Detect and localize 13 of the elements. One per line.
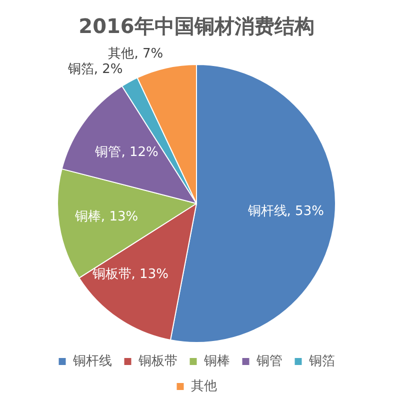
data-label: 铜箔, 2% <box>66 62 123 77</box>
data-label: 铜板带, 13% <box>91 267 168 282</box>
data-label: 铜管, 12% <box>94 145 158 160</box>
data-label: 铜杆线, 53% <box>246 204 324 219</box>
data-label: 其他, 7% <box>108 46 164 62</box>
legend-label: 铜箔 <box>308 354 335 369</box>
legend-label: 铜杆线 <box>72 354 112 369</box>
data-label: 铜棒, 13% <box>74 209 138 224</box>
legend-label: 铜棒 <box>202 354 230 369</box>
chart-title: 2016年中国铜材消费结构 <box>78 14 314 38</box>
legend-label: 铜板带 <box>137 354 178 369</box>
legend-label: 其他 <box>190 378 217 394</box>
legend-label: 铜管 <box>255 354 282 369</box>
